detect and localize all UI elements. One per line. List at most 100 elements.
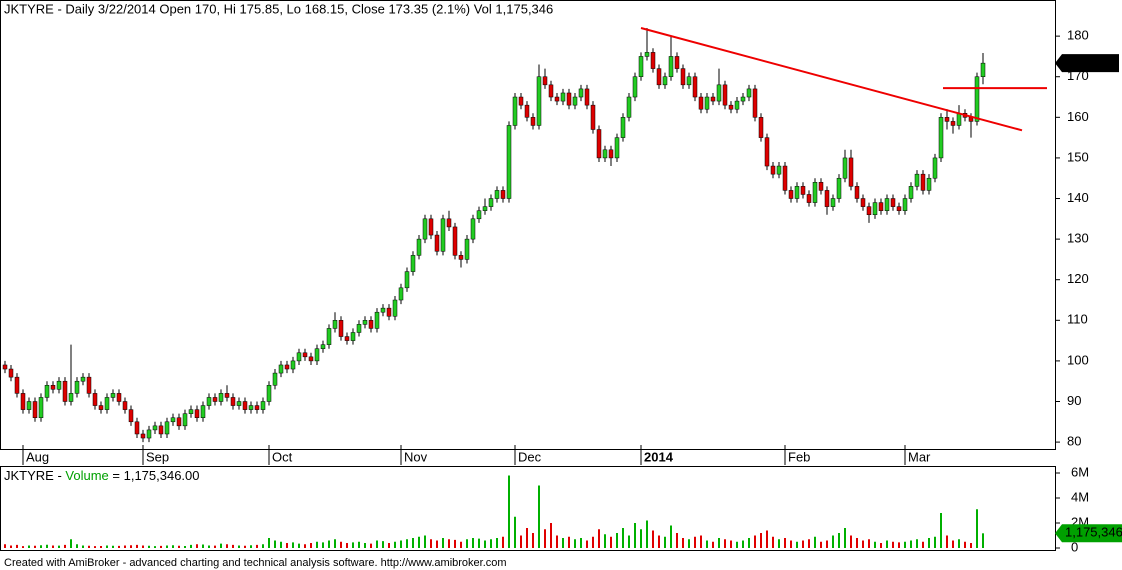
candle-body [734,100,740,110]
volume-bar [244,545,246,548]
volume-bar [766,530,768,548]
volume-bar [406,539,408,548]
candle-body [380,307,386,313]
volume-bar [616,533,618,548]
candle-body [770,165,776,175]
volume-bar [526,528,528,548]
candle-body [470,218,476,240]
last-volume-label: 1,175,346 [1065,525,1122,540]
volume-bar [730,540,732,548]
candle-body [218,393,224,402]
candle-body [290,360,296,370]
volume-bar [364,543,366,548]
volume-bar [94,546,96,548]
price-panel [0,0,1056,450]
y-tick-label: 80 [1067,434,1081,449]
volume-bar [904,541,906,548]
candle-body [278,364,284,374]
volume-bar [400,540,402,548]
candle-body [656,68,662,86]
volume-bar [586,540,588,548]
candle-body [602,149,608,159]
volume-bar [148,545,150,548]
candle-body [728,104,734,110]
volume-bar [394,541,396,548]
volume-bar [724,539,726,548]
candle-body [974,76,980,122]
candle-body [146,429,152,439]
volume-bar [376,540,378,548]
volume-bar [892,541,894,548]
candle-body [44,385,50,398]
volume-bar [124,545,126,548]
candle-body [20,393,26,410]
candle-body [128,409,134,423]
candle-body [944,117,950,122]
candle-body [860,198,866,207]
volume-bar [634,523,636,548]
candle-body [74,380,80,394]
volume-bar [370,543,372,548]
candle-body [212,397,218,402]
last-price-label: 173.35 [1067,55,1107,70]
candle-body [902,198,908,211]
candle-body [92,393,98,406]
volume-bar [676,533,678,548]
candle-body [806,194,812,203]
candle-body [524,104,530,118]
volume-bar [58,545,60,548]
volume-bar [166,545,168,548]
candle-body [182,413,188,427]
volume-bar [82,545,84,548]
volume-bar [40,545,42,548]
volume-bar [604,534,606,548]
candle-body [32,401,38,418]
candle-body [122,401,128,410]
candle-body [284,364,290,370]
y-tick-label: 150 [1067,149,1089,164]
candle-body [236,401,242,406]
candle-body [158,425,164,435]
candle-body [590,104,596,130]
candle-body [542,76,548,86]
candle-body [326,328,332,345]
volume-bar [532,533,534,548]
candle-body [536,76,542,126]
candle-body [782,165,788,191]
candle-body [506,125,512,199]
x-tick-label: Oct [272,449,293,464]
candle-body [530,117,536,126]
candle-body [764,137,770,167]
candle-body [68,393,74,402]
volume-bar [196,544,198,548]
candle-body [140,433,146,439]
volume-bar [472,538,474,548]
x-tick-label: Aug [26,449,49,464]
volume-bar [916,539,918,548]
candle-body [416,238,422,256]
candle-body [854,186,860,199]
volume-bar [814,536,816,548]
volume-bar [136,544,138,548]
candle-body [50,385,56,390]
volume-bar [682,538,684,548]
volume-bar [976,509,978,548]
candle-body [896,206,902,211]
volume-bar [556,535,558,548]
candle-body [650,52,656,69]
candle-body [410,255,416,272]
candle-body [560,92,566,102]
volume-bar [946,535,948,548]
volume-bar [220,543,222,548]
candle-body [866,206,872,216]
y-tick-label: 160 [1067,109,1089,124]
volume-bar [580,538,582,548]
volume-bar [154,546,156,548]
volume-bar [346,543,348,548]
x-tick-label: Dec [518,449,542,464]
candle-body [824,190,830,207]
volume-bar [898,542,900,548]
candle-body [152,425,158,431]
volume-bar [10,545,12,548]
candle-body [518,96,524,106]
